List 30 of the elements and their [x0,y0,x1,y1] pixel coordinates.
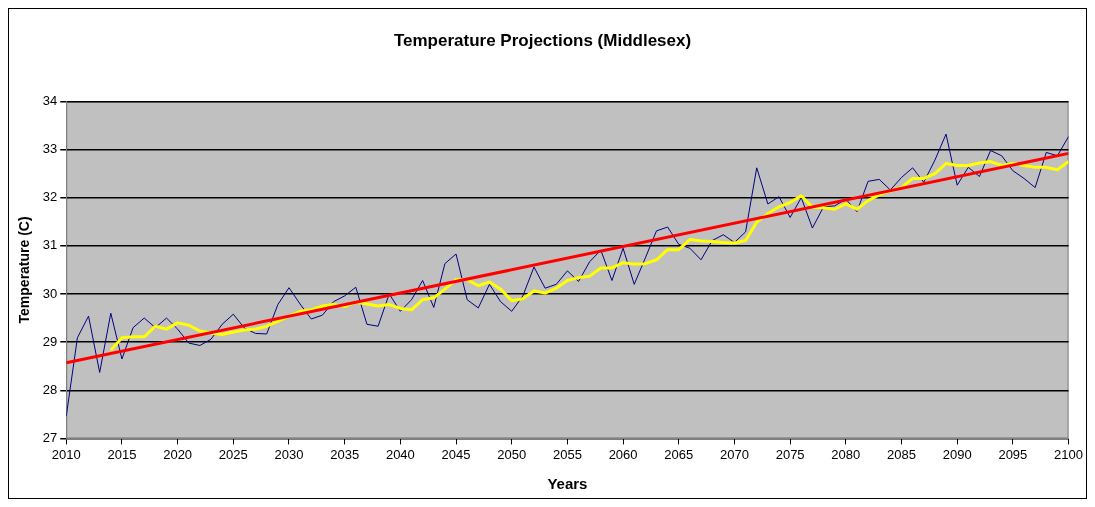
x-tick-label: 2010 [51,446,81,462]
x-tick-label: 2035 [330,446,360,462]
x-tick-label: 2075 [775,446,805,462]
x-tick-label: 2050 [497,446,527,462]
x-tick-label: 2015 [107,446,137,462]
y-tick-label: 32 [42,189,58,205]
x-tick-label: 2060 [608,446,638,462]
chart-title: Temperature Projections (Middlesex) [393,30,692,50]
x-axis-title: Years [547,475,588,493]
y-tick-label: 33 [42,141,58,157]
x-tick-label: 2040 [385,446,415,462]
y-tick-label: 27 [42,429,58,445]
x-tick-label: 2090 [942,446,972,462]
y-tick-label: 29 [42,333,58,349]
x-tick-label: 2070 [719,446,749,462]
x-tick-label: 2080 [831,446,861,462]
x-tick-label: 2065 [664,446,694,462]
x-tick-label: 2100 [1054,446,1083,462]
x-tick-label: 2055 [552,446,582,462]
y-tick-label: 34 [42,92,58,108]
x-tick-label: 2085 [887,446,916,462]
y-tick-label: 30 [42,285,58,301]
x-tick-label: 2025 [218,446,248,462]
x-tick-label: 2030 [274,446,304,462]
x-tick-label: 2045 [441,446,471,462]
y-axis-title: Temperature (C) [16,216,33,324]
y-tick-label: 31 [42,237,58,253]
x-tick-label: 2095 [998,446,1028,462]
y-tick-label: 28 [42,381,58,397]
x-tick-label: 2020 [163,446,193,462]
